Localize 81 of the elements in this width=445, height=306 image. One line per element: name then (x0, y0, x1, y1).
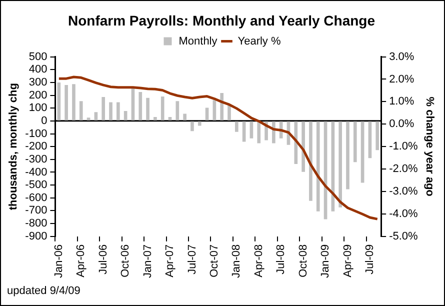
bar (109, 102, 112, 120)
x-tick-label: Jul-09 (364, 244, 376, 274)
bar (360, 121, 364, 183)
bar (160, 96, 164, 120)
bar (198, 121, 202, 126)
bar (183, 114, 186, 120)
bar (64, 85, 68, 120)
bar (228, 105, 231, 120)
bar (190, 121, 194, 132)
x-tick-label: Apr-07 (164, 244, 176, 278)
text: updated 9/4/09 (7, 285, 80, 297)
x-tick-label: Apr-09 (342, 244, 354, 278)
bar (205, 108, 209, 120)
x-tick-label: Apr-08 (252, 244, 265, 278)
x-tick-label: Apr-06 (75, 244, 88, 278)
y2-tick-label: 3.0% (389, 50, 414, 63)
y-tick-label: -600 (25, 192, 48, 204)
y2-tick-label: 2.0% (389, 73, 414, 86)
y2-tick-label: -1.0% (389, 140, 418, 153)
x-tick-label: Jul-07 (186, 244, 198, 274)
bar (316, 121, 320, 212)
y-tick-label: -500 (25, 179, 48, 192)
y2-tick-label: -4.0% (389, 208, 418, 220)
y-tick-label: -400 (25, 166, 48, 178)
bar (79, 101, 83, 120)
x-tick-label: Jan-09 (320, 244, 332, 278)
bar (86, 118, 90, 120)
y2-tick-label: -5.0% (389, 230, 418, 242)
y-tick-label: -900 (25, 230, 48, 242)
y2-tick-label: -2.0% (389, 163, 418, 176)
y-tick-label: 500 (28, 50, 48, 63)
y-tick-label: -700 (25, 204, 48, 217)
bar (176, 101, 180, 120)
x-tick-label: Oct-08 (297, 244, 310, 278)
bar (168, 116, 172, 120)
bar (338, 121, 342, 208)
bar (353, 121, 357, 162)
bar (234, 121, 238, 132)
x-tick-label: Jan-06 (52, 244, 65, 278)
bar (102, 96, 106, 120)
y-tick-label: 200 (28, 89, 48, 102)
bar (72, 84, 76, 120)
x-tick-label: Oct-06 (120, 244, 132, 278)
x-tick-label: Jul-08 (275, 244, 288, 274)
y2-tick-label: -3.0% (389, 186, 418, 198)
bar (57, 82, 61, 120)
bar (309, 121, 312, 201)
y-tick-label: -800 (25, 218, 48, 230)
legend-label: Yearly % (238, 35, 281, 48)
x-tick-label: Jan-07 (142, 244, 154, 278)
bar (257, 121, 261, 144)
y-tick-label: -100 (25, 128, 48, 140)
x-tick-label: Jan-08 (230, 244, 243, 278)
legend-label: Monthly (178, 35, 218, 48)
chart-title: Nonfarm Payrolls: Monthly and Yearly Change (68, 12, 376, 28)
bar (124, 111, 128, 120)
x-tick-label: Oct-07 (208, 244, 220, 278)
bar (250, 121, 254, 138)
y-tick-label: -300 (25, 153, 48, 166)
y-tick-label: 100 (28, 102, 48, 114)
bar (220, 92, 224, 120)
y-tick-label: 300 (28, 76, 48, 88)
y-tick-label: -200 (25, 140, 48, 153)
bar (368, 121, 372, 158)
bar (302, 121, 305, 172)
bar (116, 102, 120, 120)
y2-axis-title: % change year ago (423, 96, 436, 197)
bar (376, 121, 380, 150)
y-tick-label: 0 (41, 114, 48, 127)
y2-tick-label: 0.0% (389, 118, 414, 130)
bar (212, 100, 216, 120)
bar (346, 121, 350, 190)
bar (138, 92, 142, 120)
y2-tick-label: 1.0% (389, 96, 414, 108)
y-axis-title: thousands, monthly chg (8, 83, 20, 210)
bar (94, 112, 98, 120)
bar (154, 116, 157, 120)
x-tick-label: Jul-06 (97, 244, 110, 274)
y-tick-label: 400 (28, 64, 48, 76)
bar (146, 98, 150, 120)
bar (294, 121, 298, 164)
